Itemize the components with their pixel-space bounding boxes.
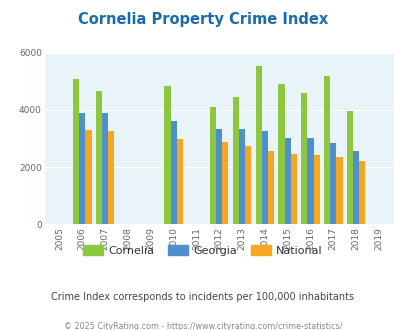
Bar (255, 66, 261, 224)
Bar (278, 84, 284, 224)
Bar (313, 155, 319, 224)
Bar (209, 107, 215, 224)
Bar (164, 86, 170, 224)
Bar (346, 112, 352, 224)
Bar (85, 130, 92, 224)
Bar (96, 91, 102, 224)
Bar (267, 150, 273, 224)
Bar (245, 146, 251, 224)
Bar (73, 79, 79, 224)
Legend: Cornelia, Georgia, National: Cornelia, Georgia, National (79, 241, 326, 260)
Bar (239, 129, 245, 224)
Bar (352, 150, 358, 224)
Text: Cornelia Property Crime Index: Cornelia Property Crime Index (78, 12, 327, 26)
Bar (329, 143, 336, 224)
Bar (232, 97, 239, 224)
Bar (176, 140, 182, 224)
Bar (108, 131, 114, 224)
Bar (222, 142, 228, 224)
Text: © 2025 CityRating.com - https://www.cityrating.com/crime-statistics/: © 2025 CityRating.com - https://www.city… (64, 322, 341, 330)
Bar (170, 121, 176, 224)
Bar (79, 113, 85, 224)
Text: Crime Index corresponds to incidents per 100,000 inhabitants: Crime Index corresponds to incidents per… (51, 292, 354, 302)
Bar (336, 157, 342, 224)
Bar (290, 154, 296, 224)
Bar (261, 131, 267, 224)
Bar (323, 76, 329, 224)
Bar (215, 129, 222, 224)
Bar (284, 138, 290, 224)
Bar (307, 138, 313, 224)
Bar (301, 93, 307, 224)
Bar (358, 161, 364, 224)
Bar (102, 113, 108, 224)
